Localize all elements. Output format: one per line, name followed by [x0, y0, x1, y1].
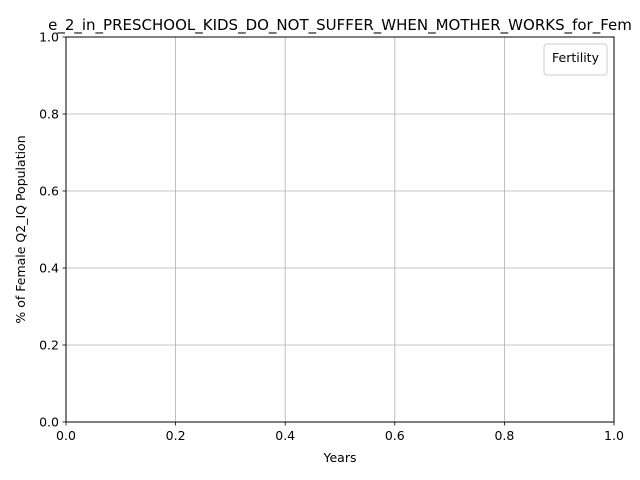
x-axis: 0.0 0.2 0.4 0.6 0.8 1.0 — [56, 422, 624, 443]
legend-title: Fertility — [552, 50, 600, 65]
x-tick-label: 0.6 — [385, 428, 405, 443]
y-axis-label: % of Female Q2_IQ Population — [13, 135, 28, 323]
plot-area-frame — [65, 36, 615, 423]
y-tick-label: 0.4 — [39, 261, 59, 276]
y-tick-label: 1.0 — [39, 30, 59, 45]
y-tick-label: 0.2 — [39, 338, 59, 353]
x-tick-label: 0.8 — [494, 428, 514, 443]
legend-box — [543, 43, 608, 76]
x-axis-label: Years — [323, 450, 357, 465]
legend: Fertility — [543, 43, 608, 76]
y-axis: 0.0 0.2 0.4 0.6 0.8 1.0 — [39, 30, 66, 430]
x-tick-label: 1.0 — [604, 428, 624, 443]
y-tick-label: 0.6 — [39, 184, 59, 199]
y-tick-label: 0.0 — [39, 415, 59, 430]
y-tick-label: 0.8 — [39, 107, 59, 122]
x-tick-label: 0.0 — [56, 428, 76, 443]
grid — [65, 36, 615, 423]
x-tick-label: 0.2 — [166, 428, 186, 443]
chart-title: e_2_in_PRESCHOOL_KIDS_DO_NOT_SUFFER_WHEN… — [48, 16, 632, 35]
x-tick-label: 0.4 — [275, 428, 295, 443]
